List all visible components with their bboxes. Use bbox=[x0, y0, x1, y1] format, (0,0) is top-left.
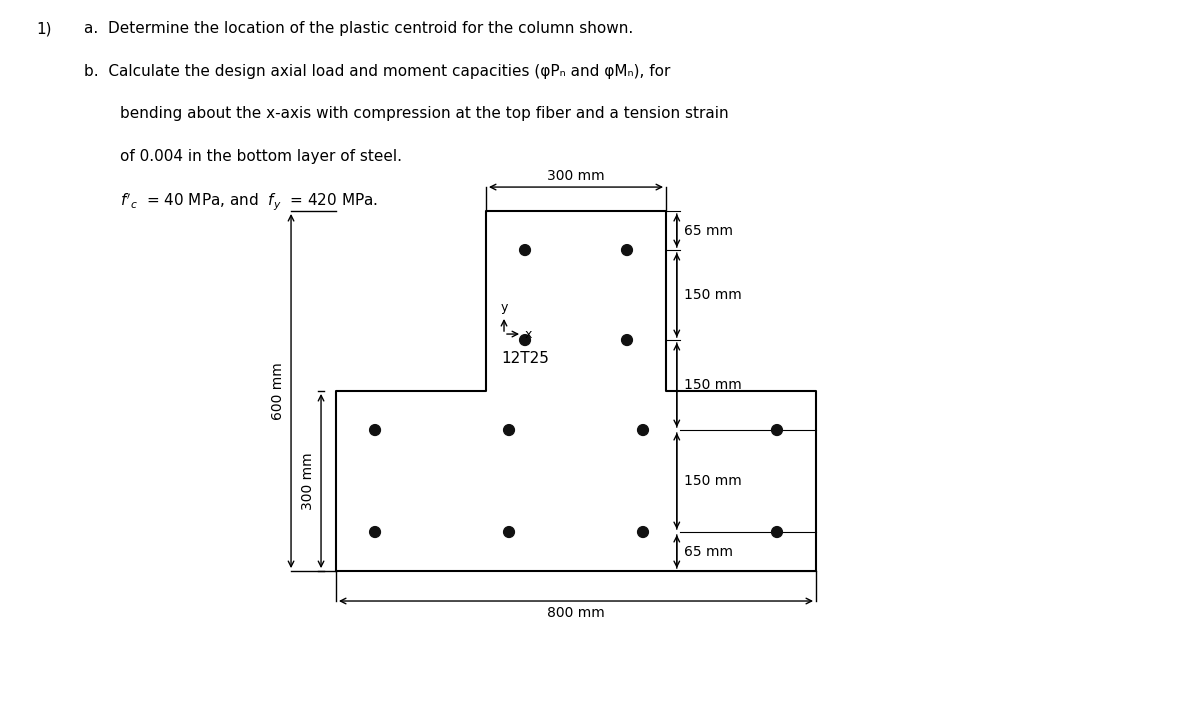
Polygon shape bbox=[336, 211, 816, 571]
Text: $f'_c$  = 40 MPa, and  $f_y$  = 420 MPa.: $f'_c$ = 40 MPa, and $f_y$ = 420 MPa. bbox=[120, 191, 378, 213]
Circle shape bbox=[504, 527, 515, 537]
Circle shape bbox=[622, 335, 632, 345]
Text: x: x bbox=[526, 328, 533, 340]
Text: 1): 1) bbox=[36, 21, 52, 36]
Circle shape bbox=[520, 245, 530, 255]
Circle shape bbox=[520, 335, 530, 345]
Text: of 0.004 in the bottom layer of steel.: of 0.004 in the bottom layer of steel. bbox=[120, 149, 402, 164]
Text: 150 mm: 150 mm bbox=[684, 474, 742, 488]
Circle shape bbox=[637, 425, 648, 435]
Text: 800 mm: 800 mm bbox=[547, 605, 605, 620]
Text: 600 mm: 600 mm bbox=[271, 362, 286, 420]
Circle shape bbox=[637, 527, 648, 537]
Circle shape bbox=[772, 425, 782, 435]
Circle shape bbox=[504, 425, 515, 435]
Text: b.  Calculate the design axial load and moment capacities (φPₙ and φMₙ), for: b. Calculate the design axial load and m… bbox=[84, 64, 671, 79]
Circle shape bbox=[370, 425, 380, 435]
Text: 65 mm: 65 mm bbox=[684, 545, 733, 559]
Text: 65 mm: 65 mm bbox=[684, 223, 733, 238]
Circle shape bbox=[370, 527, 380, 537]
Text: bending about the x-axis with compression at the top fiber and a tension strain: bending about the x-axis with compressio… bbox=[120, 106, 728, 121]
Text: 300 mm: 300 mm bbox=[301, 452, 316, 510]
Text: 150 mm: 150 mm bbox=[684, 288, 742, 302]
Text: 12T25: 12T25 bbox=[502, 351, 548, 366]
Text: 300 mm: 300 mm bbox=[547, 169, 605, 184]
Text: y: y bbox=[500, 301, 508, 314]
Circle shape bbox=[772, 527, 782, 537]
Circle shape bbox=[622, 245, 632, 255]
Text: 150 mm: 150 mm bbox=[684, 378, 742, 392]
Text: a.  Determine the location of the plastic centroid for the column shown.: a. Determine the location of the plastic… bbox=[84, 21, 634, 36]
